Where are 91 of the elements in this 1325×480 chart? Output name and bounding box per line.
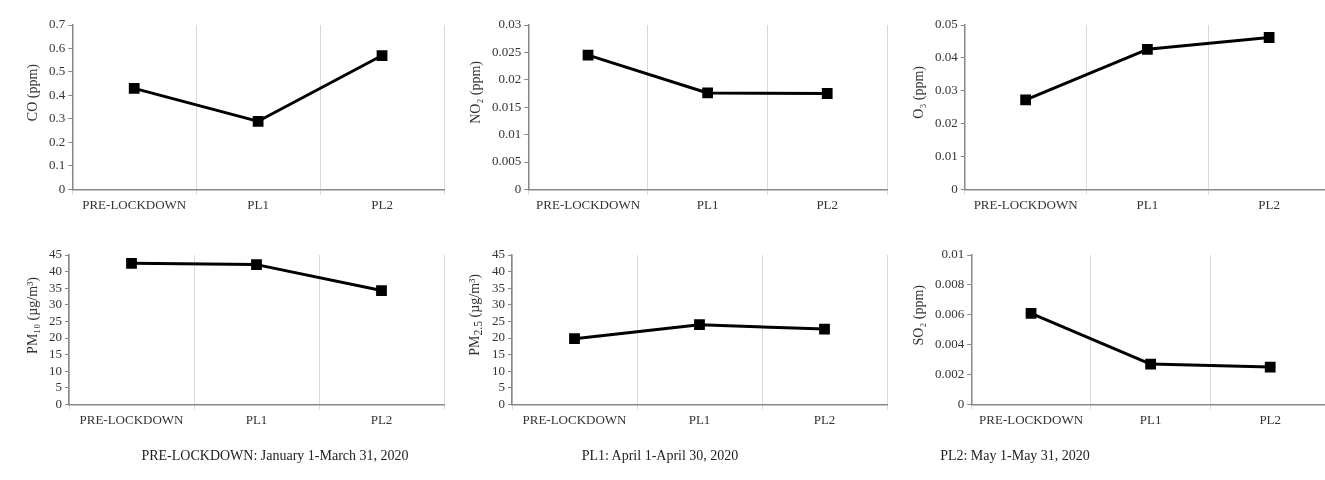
point [1263, 32, 1275, 43]
y-tick-label: 0.02 [498, 71, 522, 87]
x-tick-label: PL1 [1136, 196, 1159, 212]
y-tick-label: 0 [498, 395, 505, 411]
y-axis-title: O₃ (ppm) [911, 66, 927, 119]
y-tick-label: 0.01 [935, 147, 958, 163]
y-tick-label: 10 [492, 362, 505, 378]
point [126, 257, 137, 269]
point [251, 259, 262, 271]
y-tick-label: 0 [951, 180, 958, 196]
y-tick-label: 0.6 [49, 39, 66, 55]
x-tick-label: PL1 [696, 196, 719, 212]
y-tick-label: 0.025 [492, 43, 522, 59]
x-tick-label: PL2 [813, 411, 836, 427]
point [582, 49, 594, 61]
point [702, 87, 714, 99]
x-tick-label: PL1 [688, 411, 711, 427]
y-tick-label: 0 [957, 395, 965, 411]
y-tick-label: 0.01 [941, 246, 965, 262]
point [376, 285, 387, 296]
y-tick-label: 0.05 [935, 16, 958, 32]
point [569, 333, 580, 345]
point [376, 50, 388, 61]
y-axis-title: NO₂ (ppm) [468, 61, 484, 124]
y-tick-label: 0.015 [492, 98, 522, 114]
y-tick-label: 0.04 [935, 49, 959, 65]
point [1020, 94, 1032, 106]
y-axis-title: CO (ppm) [25, 63, 41, 122]
x-tick-label: PL2 [1258, 196, 1280, 212]
text: PRE-LOCKDOWN: January 1-March 31, 2020 [141, 448, 409, 464]
y-tick-label: 10 [49, 362, 62, 378]
y-tick-label: 40 [492, 263, 505, 279]
x-tick-label: PRE-LOCKDOWN [973, 196, 1079, 212]
point [128, 83, 140, 94]
y-tick-label: 0.004 [935, 336, 965, 352]
y-tick-label: 0.5 [49, 63, 66, 79]
x-tick-label: PL2 [1259, 411, 1282, 427]
y-tick-label: 0.4 [49, 86, 66, 102]
x-tick-label: PL1 [247, 196, 269, 212]
point [819, 323, 830, 335]
x-tick-label: PL2 [371, 196, 393, 212]
y-tick-label: 0.002 [935, 365, 965, 381]
y-tick-label: 0.1 [49, 157, 66, 173]
x-tick-label: PRE-LOCKDOWN [536, 196, 641, 212]
y-tick-label: 25 [492, 312, 505, 328]
y-tick-label: 0.006 [935, 306, 965, 322]
y-tick-label: 20 [49, 329, 62, 345]
y-tick-label: 5 [498, 379, 505, 395]
x-tick-label: PL1 [245, 411, 268, 427]
point [1025, 307, 1037, 319]
y-tick-label: 0 [514, 180, 522, 196]
y-tick-label: 45 [49, 246, 62, 262]
y-tick-label: 0.3 [49, 110, 66, 126]
x-tick-label: PRE-LOCKDOWN [979, 411, 1084, 427]
text: PL2: May 1-May 31, 2020 [940, 448, 1090, 464]
y-tick-label: 35 [49, 279, 62, 295]
x-tick-label: PL1 [1139, 411, 1162, 427]
y-tick-label: 5 [55, 379, 62, 395]
x-tick-label: PL2 [370, 411, 393, 427]
y-axis-title: SO₂ (ppm) [911, 284, 927, 346]
y-tick-label: 35 [492, 279, 505, 295]
x-tick-label: PL2 [816, 196, 839, 212]
y-tick-label: 0.2 [49, 133, 66, 149]
y-tick-label: 15 [492, 346, 505, 362]
y-tick-label: 25 [49, 312, 62, 328]
point [1141, 43, 1153, 55]
y-tick-label: 0.03 [498, 16, 522, 32]
y-tick-label: 45 [492, 246, 505, 262]
y-tick-label: 0.03 [935, 82, 958, 98]
point [1264, 361, 1276, 373]
x-tick-label: PRE-LOCKDOWN [79, 411, 185, 427]
y-tick-label: 0 [58, 180, 66, 196]
y-tick-label: 0.7 [49, 16, 66, 32]
y-axis-title: PM₁₀ (µg/m³) [25, 276, 41, 354]
point [694, 319, 705, 331]
text: PL1: April 1-April 30, 2020 [581, 448, 739, 464]
y-tick-label: 40 [49, 263, 62, 279]
y-tick-label: 0 [55, 395, 62, 411]
y-tick-label: 30 [492, 296, 505, 312]
x-tick-label: PRE-LOCKDOWN [82, 196, 187, 212]
x-tick-label: PRE-LOCKDOWN [522, 411, 628, 427]
y-tick-label: 0.005 [492, 153, 522, 169]
y-tick-label: 0.01 [498, 126, 522, 142]
y-tick-label: 20 [492, 329, 505, 345]
y-tick-label: 0.02 [935, 115, 958, 131]
y-tick-label: 15 [49, 346, 62, 362]
point [252, 115, 264, 127]
point [821, 88, 833, 99]
y-tick-label: 0.008 [935, 276, 965, 292]
y-tick-label: 30 [49, 296, 62, 312]
point [1145, 358, 1157, 370]
